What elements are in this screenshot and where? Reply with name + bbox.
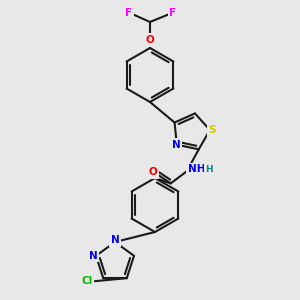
Text: N: N <box>111 235 119 245</box>
Text: O: O <box>148 167 157 177</box>
Text: Cl: Cl <box>81 276 92 286</box>
Text: N: N <box>172 140 180 150</box>
Text: O: O <box>146 35 154 45</box>
Text: N: N <box>88 251 98 261</box>
Text: F: F <box>169 8 177 18</box>
Text: F: F <box>125 8 133 18</box>
Text: S: S <box>208 125 216 135</box>
Text: H: H <box>205 165 212 174</box>
Text: NH: NH <box>188 164 206 174</box>
